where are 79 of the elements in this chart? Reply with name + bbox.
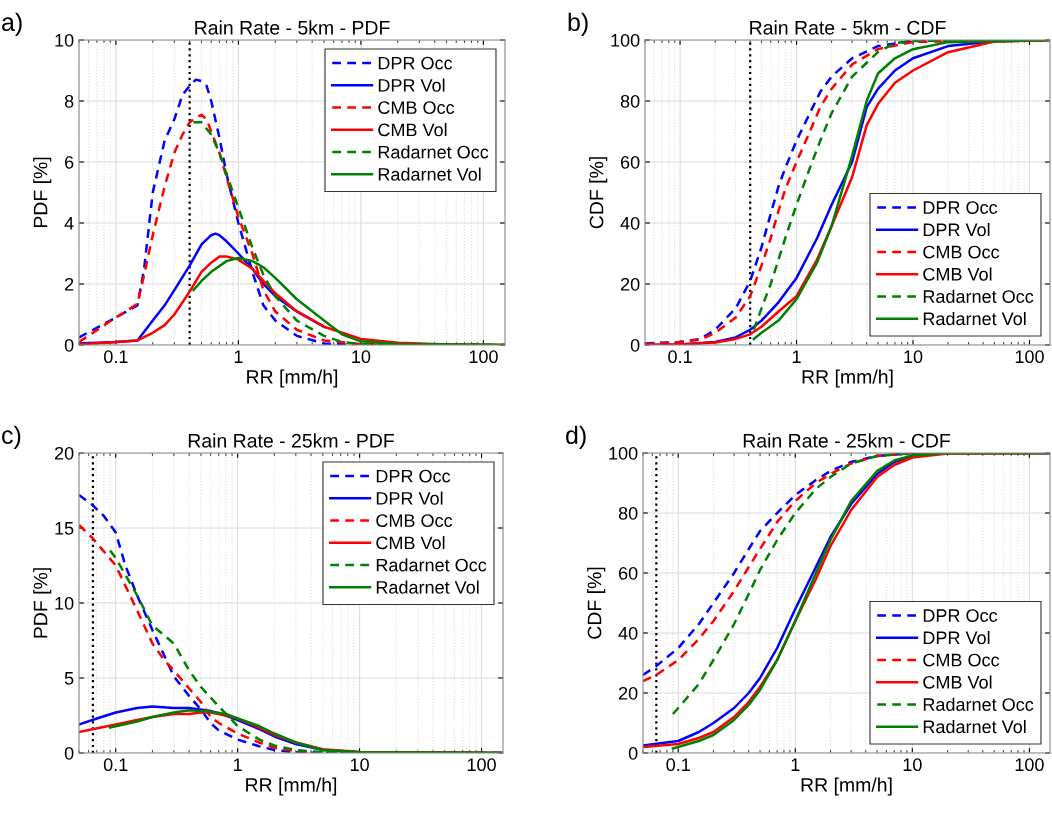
chart-title: Rain Rate - 25km - PDF	[188, 433, 394, 448]
text: b)	[568, 12, 588, 36]
legend-label: Radarnet Occ	[923, 289, 1034, 303]
y-tick-label: 0	[64, 746, 74, 760]
y-tick-label: 40	[620, 216, 640, 230]
legend-label: DPR Vol	[378, 78, 445, 92]
legend-label: Radarnet Occ	[376, 558, 487, 572]
x-tick-label: 100	[1015, 350, 1044, 364]
y-tick-label: 10	[55, 596, 74, 610]
x-tick-label: 1	[234, 350, 243, 363]
x-tick-label: 1	[234, 758, 242, 771]
y-tick-label: 100	[609, 446, 638, 460]
x-axis-title: RR [mm/h]	[246, 777, 337, 796]
y-axis-title: CDF [%]	[589, 157, 608, 229]
legend-label: CMB Occ	[376, 514, 453, 528]
x-tick-label: 100	[1015, 758, 1044, 772]
y-tick-label: 20	[620, 277, 640, 291]
legend-label: Radarnet Vol	[378, 167, 481, 181]
y-tick-label: 2	[65, 277, 74, 291]
chart-title: Rain Rate - 25km - CDF	[743, 433, 950, 448]
x-axis-title: RR [mm/h]	[801, 777, 892, 796]
chart-title: Rain Rate - 5km - CDF	[750, 20, 946, 35]
x-tick-label: 10	[903, 758, 922, 772]
y-tick-label: 0	[64, 338, 74, 352]
x-tick-label: 10	[904, 350, 923, 364]
legend-label: DPR Occ	[376, 469, 451, 483]
legend-label: CMB Vol	[376, 535, 445, 550]
legend-label: DPR Occ	[923, 609, 998, 622]
y-tick-label: 15	[55, 522, 74, 535]
x-tick-label: 10	[350, 758, 369, 772]
text: a)	[2, 12, 22, 36]
y-tick-label: 0	[630, 338, 640, 352]
y-tick-label: 6	[65, 155, 74, 169]
y-axis-title: PDF [%]	[33, 568, 52, 638]
x-tick-label: 0.1	[104, 350, 128, 364]
x-axis-title: RR [mm/h]	[802, 369, 893, 388]
y-tick-label: 8	[64, 94, 74, 108]
y-tick-label: 0	[628, 746, 638, 760]
legend-label: CMB Occ	[378, 101, 455, 115]
legend-label: DPR Vol	[923, 222, 990, 237]
legend-label: DPR Occ	[923, 201, 998, 214]
legend-label: CMB Vol	[378, 122, 447, 137]
y-axis-title: CDF [%]	[587, 567, 606, 639]
legend-label: CMB Vol	[923, 267, 992, 281]
y-tick-label: 60	[620, 155, 640, 169]
y-tick-label: 40	[618, 626, 638, 640]
x-tick-label: 10	[352, 350, 371, 364]
y-tick-label: 20	[618, 686, 638, 700]
y-tick-label: 5	[64, 672, 74, 685]
y-tick-label: 10	[55, 33, 74, 47]
legend-label: Radarnet Occ	[923, 697, 1034, 711]
legend-label: Radarnet Vol	[923, 719, 1026, 734]
y-tick-label: 80	[618, 506, 638, 520]
x-tick-label: 1	[792, 350, 801, 363]
y-tick-label: 80	[620, 94, 640, 108]
x-tick-label: 100	[467, 758, 496, 772]
legend-label: DPR Vol	[376, 491, 443, 505]
legend-label: Radarnet Vol	[923, 311, 1026, 326]
x-tick-label: 0.1	[666, 758, 690, 772]
y-tick-label: 20	[54, 446, 74, 460]
legend-label: CMB Occ	[923, 653, 1000, 667]
legend-label: CMB Vol	[923, 675, 992, 689]
legend-label: Radarnet Occ	[378, 145, 489, 159]
y-tick-label: 4	[64, 217, 74, 230]
x-tick-label: 0.1	[668, 350, 692, 364]
chart-title: Rain Rate - 5km - PDF	[195, 20, 390, 35]
y-tick-label: 60	[618, 566, 638, 580]
x-tick-label: 100	[469, 350, 498, 364]
text: d)	[566, 425, 586, 449]
legend-label: CMB Occ	[923, 245, 1000, 259]
y-tick-label: 100	[611, 33, 640, 47]
legend-label: DPR Vol	[923, 630, 990, 645]
x-tick-label: 1	[791, 758, 800, 771]
text: c)	[2, 425, 21, 449]
x-axis-title: RR [mm/h]	[247, 369, 338, 388]
legend-label: DPR Occ	[378, 56, 453, 70]
x-tick-label: 0.1	[103, 758, 128, 772]
y-axis-title: PDF [%]	[33, 157, 52, 228]
legend-label: Radarnet Vol	[376, 580, 479, 594]
